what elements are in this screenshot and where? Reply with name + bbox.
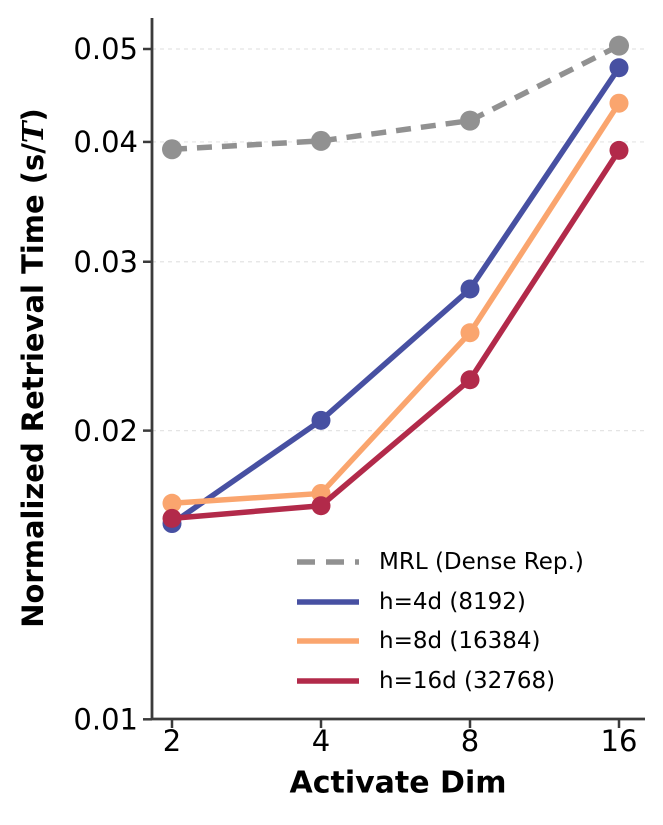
series-marker-2 <box>162 493 182 513</box>
y-tick-label: 0.04 <box>73 125 138 159</box>
legend-item-3: h=16d (32768) <box>296 661 584 701</box>
series-marker-2 <box>609 93 629 113</box>
legend: MRL (Dense Rep.) h=4d (8192) h=8d (16384) h… <box>296 542 584 701</box>
legend-line-swatch <box>297 559 359 565</box>
series-marker-0 <box>311 130 331 151</box>
series-marker-0 <box>609 35 629 56</box>
legend-label: MRL (Dense Rep.) <box>379 548 584 575</box>
y-axis-title-text: Normalized Retrieval Time (s/ <box>16 143 50 628</box>
series-marker-3 <box>311 496 331 516</box>
series-marker-1 <box>311 410 331 430</box>
series-marker-3 <box>162 508 182 528</box>
series-marker-3 <box>609 140 629 160</box>
series-line-3 <box>169 147 622 522</box>
series-marker-3 <box>460 370 480 390</box>
series-marker-1 <box>460 279 480 299</box>
series-line-1 <box>169 64 622 527</box>
y-tick-label: 0.01 <box>73 702 138 736</box>
legend-item-1: h=4d (8192) <box>296 582 584 622</box>
x-tick-label: 4 <box>312 724 330 758</box>
legend-label: h=8d (16384) <box>379 628 541 655</box>
x-tick-label: 2 <box>163 724 181 758</box>
legend-label: h=4d (8192) <box>379 588 526 615</box>
y-tick-label: 0.02 <box>73 414 138 448</box>
y-axis-title-math-symbol: T <box>16 121 50 144</box>
y-axis-title: Normalized Retrieval Time (s/T) <box>16 108 50 628</box>
y-tick-label: 0.05 <box>73 32 138 66</box>
legend-line-swatch <box>297 678 359 684</box>
x-tick-label: 16 <box>601 724 638 758</box>
x-tick-label: 8 <box>461 724 479 758</box>
y-tick-label: 0.03 <box>73 245 138 279</box>
series-marker-0 <box>460 110 480 131</box>
series-marker-1 <box>609 58 629 78</box>
legend-line-swatch <box>297 638 359 644</box>
series-marker-2 <box>460 323 480 343</box>
x-axis-title: Activate Dim <box>289 765 507 801</box>
series-line-0 <box>171 43 621 153</box>
legend-item-2: h=8d (16384) <box>296 621 584 661</box>
y-axis-title-suffix: ) <box>16 108 50 122</box>
legend-line-swatch <box>297 598 359 605</box>
series-marker-0 <box>162 139 182 160</box>
legend-item-0: MRL (Dense Rep.) <box>296 542 584 582</box>
series-line-2 <box>169 100 622 506</box>
legend-label: h=16d (32768) <box>379 667 556 694</box>
